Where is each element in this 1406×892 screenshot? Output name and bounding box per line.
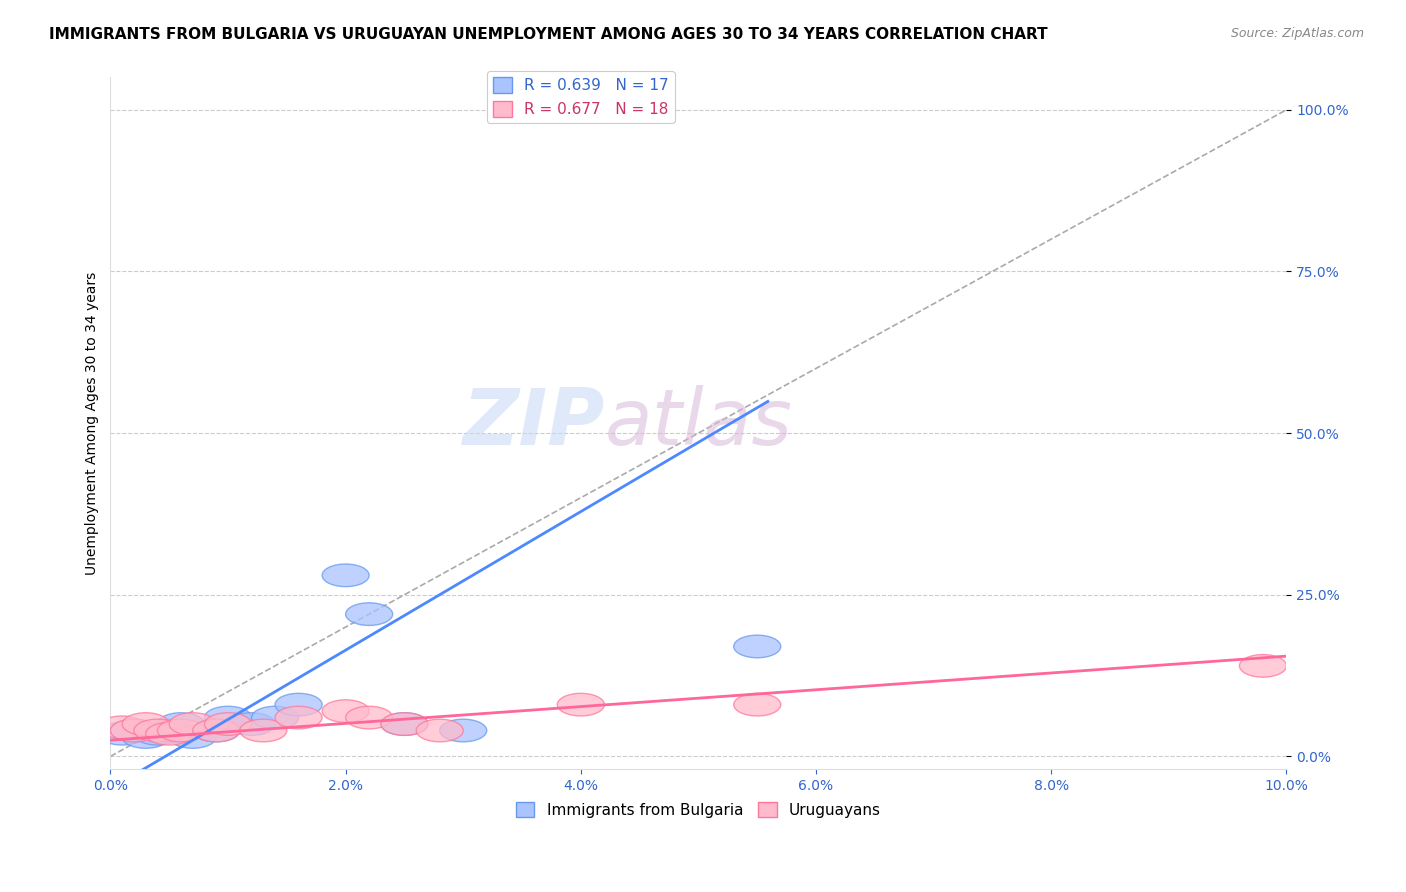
Ellipse shape: [157, 713, 204, 735]
Ellipse shape: [122, 713, 169, 735]
Ellipse shape: [146, 723, 193, 745]
Ellipse shape: [228, 713, 276, 735]
Ellipse shape: [193, 719, 240, 742]
Ellipse shape: [193, 719, 240, 742]
Ellipse shape: [98, 723, 146, 745]
Ellipse shape: [169, 713, 217, 735]
Ellipse shape: [416, 719, 463, 742]
Ellipse shape: [734, 693, 780, 716]
Ellipse shape: [146, 719, 193, 742]
Ellipse shape: [381, 713, 427, 735]
Ellipse shape: [134, 723, 181, 745]
Ellipse shape: [322, 564, 370, 587]
Ellipse shape: [98, 716, 146, 739]
Y-axis label: Unemployment Among Ages 30 to 34 years: Unemployment Among Ages 30 to 34 years: [86, 272, 100, 575]
Ellipse shape: [122, 726, 169, 748]
Ellipse shape: [134, 719, 181, 742]
Text: Source: ZipAtlas.com: Source: ZipAtlas.com: [1230, 27, 1364, 40]
Text: IMMIGRANTS FROM BULGARIA VS URUGUAYAN UNEMPLOYMENT AMONG AGES 30 TO 34 YEARS COR: IMMIGRANTS FROM BULGARIA VS URUGUAYAN UN…: [49, 27, 1047, 42]
Ellipse shape: [169, 726, 217, 748]
Ellipse shape: [440, 719, 486, 742]
Ellipse shape: [204, 706, 252, 729]
Ellipse shape: [157, 719, 204, 742]
Ellipse shape: [1240, 655, 1286, 677]
Ellipse shape: [734, 635, 780, 657]
Text: atlas: atlas: [605, 385, 792, 461]
Ellipse shape: [322, 700, 370, 723]
Ellipse shape: [346, 603, 392, 625]
Ellipse shape: [276, 693, 322, 716]
Ellipse shape: [346, 706, 392, 729]
Ellipse shape: [557, 693, 605, 716]
Legend: Immigrants from Bulgaria, Uruguayans: Immigrants from Bulgaria, Uruguayans: [510, 796, 887, 824]
Ellipse shape: [111, 719, 157, 742]
Ellipse shape: [204, 713, 252, 735]
Ellipse shape: [252, 706, 298, 729]
Ellipse shape: [111, 719, 157, 742]
Ellipse shape: [240, 719, 287, 742]
Text: ZIP: ZIP: [463, 385, 605, 461]
Ellipse shape: [381, 713, 427, 735]
Ellipse shape: [276, 706, 322, 729]
